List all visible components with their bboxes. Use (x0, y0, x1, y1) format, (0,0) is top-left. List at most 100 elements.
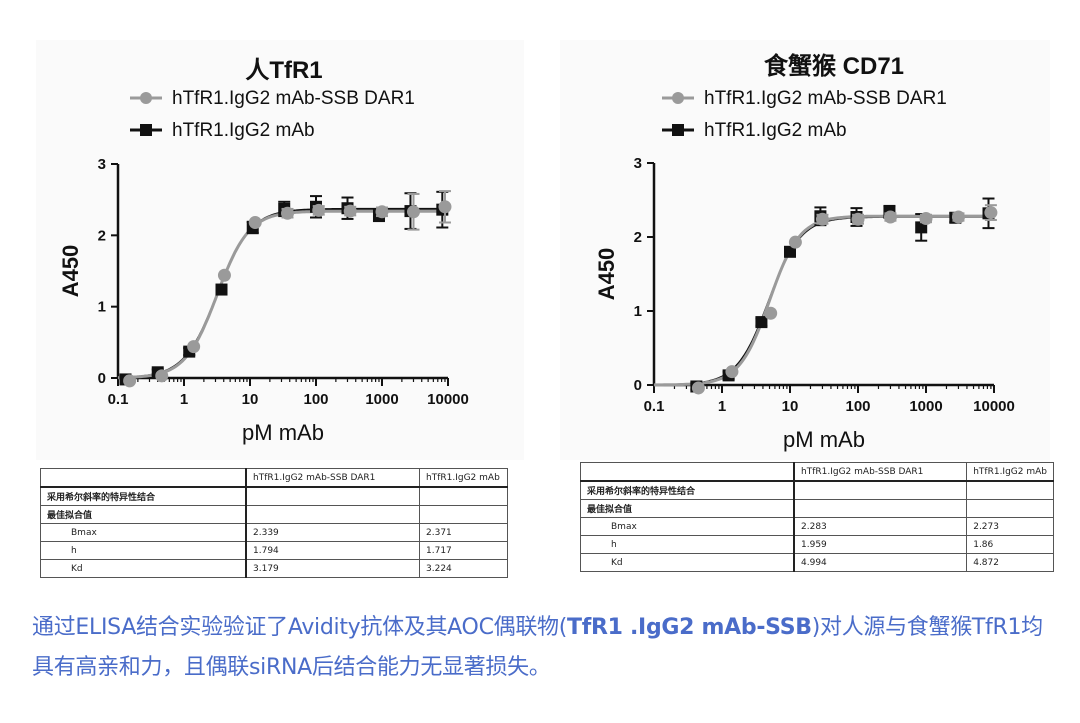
data-point-circle (951, 210, 965, 224)
legend-marker-circle (672, 92, 684, 104)
table-row-label: h (40, 541, 247, 560)
data-point-circle (406, 205, 420, 219)
table-row-label: Bmax (40, 523, 247, 542)
legend-marker-square (672, 124, 684, 136)
table-section-label: 采用希尔斜率的特异性结合 (580, 480, 795, 500)
fit-table-human: hTfR1.IgG2 mAb-SSB DAR1 hTfR1.IgG2 mAb 采… (40, 468, 508, 578)
table-header-row: hTfR1.IgG2 mAb-SSB DAR1 hTfR1.IgG2 mAb (40, 468, 508, 488)
table-cell: 1.959 (793, 535, 968, 554)
data-point-square (784, 245, 796, 258)
chart-cyno-cd71: 食蟹猴 CD71 hTfR1.IgG2 mAb-SSB DAR1 hTfR1.IgG… (594, 52, 1015, 452)
y-tick-label: 0 (98, 370, 106, 387)
table-cell: 2.283 (793, 517, 968, 536)
fit-table-cyno: hTfR1.IgG2 mAb-SSB DAR1 hTfR1.IgG2 mAb 采… (580, 462, 1054, 572)
chart-panel-cyno: 食蟹猴 CD71 hTfR1.IgG2 mAb-SSB DAR1 hTfR1.IgG… (560, 40, 1050, 460)
data-point-circle (312, 203, 326, 217)
data-point-circle (691, 381, 705, 395)
x-axis-label: pM mAb (242, 420, 324, 445)
table-row-label: h (580, 535, 795, 554)
data-point-circle (375, 205, 389, 219)
figure-caption: 通过ELISA结合实验验证了Avidity抗体及其AOC偶联物(TfR1 .Ig… (32, 608, 1052, 688)
x-tick-label: 1000 (909, 398, 942, 415)
fit-curve (117, 207, 448, 379)
table-row: h 1.794 1.717 (40, 541, 508, 560)
caption-text: 通过ELISA结合实验验证了Avidity抗体及其AOC偶联物( (32, 615, 568, 640)
fit-curve (654, 214, 994, 387)
fit-curve (117, 209, 448, 380)
legend-label: hTfR1.IgG2 mAb-SSB DAR1 (704, 88, 947, 109)
data-point-circle (883, 210, 897, 224)
data-point-circle (851, 212, 865, 226)
x-tick-label: 1 (718, 398, 726, 415)
legend-label: hTfR1.IgG2 mAb-SSB DAR1 (172, 88, 415, 109)
table-cell: 2.273 (966, 517, 1054, 536)
table-cell: 2.371 (419, 523, 508, 542)
x-tick-label: 100 (303, 391, 328, 408)
x-tick-label: 0.1 (644, 398, 665, 415)
fit-curve (654, 215, 994, 386)
legend-label: hTfR1.IgG2 mAb (172, 120, 315, 141)
data-point-circle (815, 212, 829, 226)
y-tick-label: 3 (98, 156, 106, 173)
table-row-label: Bmax (580, 517, 795, 536)
table-row-label: Kd (580, 553, 795, 572)
x-tick-label: 10 (782, 398, 799, 415)
caption-text: )对人源与食蟹猴TfR1均具有高亲和力，且偶联siRNA后结合能力无显著损失。 (32, 615, 1043, 680)
table-cell: 1.717 (419, 541, 508, 560)
table-header-row: hTfR1.IgG2 mAb-SSB DAR1 hTfR1.IgG2 mAb (580, 462, 1054, 482)
table-row: Kd 3.179 3.224 (40, 559, 508, 578)
legend-label: hTfR1.IgG2 mAb (704, 120, 847, 141)
y-tick-label: 0 (634, 377, 642, 394)
data-point-square (215, 283, 228, 296)
data-point-circle (438, 200, 452, 214)
x-tick-label: 1 (180, 391, 188, 408)
y-tick-label: 2 (98, 227, 106, 244)
table-row: h 1.959 1.86 (580, 535, 1054, 554)
table-cell: 1.86 (966, 535, 1054, 554)
table-row: 采用希尔斜率的特异性结合 (40, 486, 508, 506)
y-tick-label: 1 (634, 303, 642, 320)
table-header-cell: hTfR1.IgG2 mAb-SSB DAR1 (245, 468, 420, 488)
data-point-circle (788, 235, 802, 249)
table-row: 最佳拟合值 (40, 505, 508, 524)
table-subsection-label: 最佳拟合值 (40, 505, 247, 524)
table-cell: 4.872 (966, 553, 1054, 572)
y-tick-label: 3 (634, 155, 642, 172)
x-tick-label: 1000 (365, 391, 398, 408)
chart-title: 人TfR1 (245, 57, 322, 84)
table-cell: 3.179 (245, 559, 420, 578)
table-section-label: 采用希尔斜率的特异性结合 (40, 486, 247, 506)
table-corner-cell (580, 462, 795, 482)
y-tick-label: 2 (634, 229, 642, 246)
table-row: 最佳拟合值 (580, 499, 1054, 518)
data-point-circle (984, 206, 998, 220)
x-tick-label: 10000 (973, 398, 1015, 415)
table-row: Bmax 2.283 2.273 (580, 517, 1054, 536)
legend-marker-square (140, 124, 152, 136)
table-cell: 4.994 (793, 553, 968, 572)
data-point-circle (281, 206, 295, 220)
data-point-circle (217, 268, 231, 282)
x-axis-label: pM mAb (783, 427, 865, 452)
chart-title: 食蟹猴 CD71 (764, 52, 904, 80)
caption-bold-text: TfR1 .IgG2 mAb-SSB (567, 615, 812, 640)
y-axis-label: A450 (58, 245, 83, 298)
y-tick-label: 1 (98, 299, 106, 316)
data-point-circle (248, 215, 262, 229)
x-tick-label: 0.1 (108, 391, 129, 408)
table-cell: 2.339 (245, 523, 420, 542)
table-corner-cell (40, 468, 247, 488)
data-point-circle (155, 369, 169, 383)
x-tick-label: 10000 (427, 391, 469, 408)
x-tick-label: 10 (242, 391, 259, 408)
table-cell: 1.794 (245, 541, 420, 560)
data-point-circle (343, 204, 357, 218)
data-point-circle (725, 365, 739, 379)
data-point-circle (123, 374, 137, 388)
chart-panel-human: 人TfR1 hTfR1.IgG2 mAb-SSB DAR1 hTfR1.IgG2 m… (36, 40, 524, 460)
chart-human-tfr1: 人TfR1 hTfR1.IgG2 mAb-SSB DAR1 hTfR1.IgG2 m… (58, 57, 469, 445)
table-row: Kd 4.994 4.872 (580, 553, 1054, 572)
table-row: 采用希尔斜率的特异性结合 (580, 480, 1054, 500)
data-point-circle (187, 340, 201, 354)
y-axis-label: A450 (594, 248, 619, 301)
